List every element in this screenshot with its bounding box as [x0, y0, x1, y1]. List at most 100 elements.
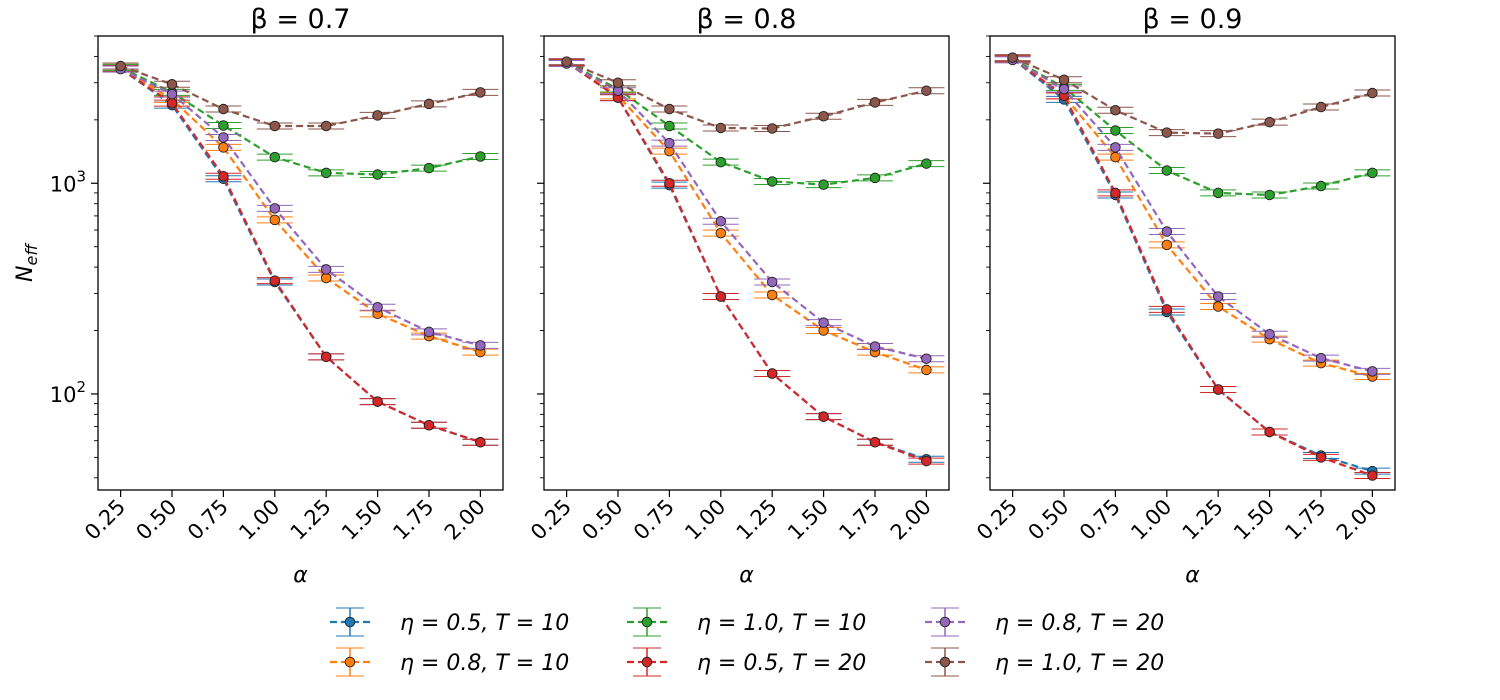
series-3 — [548, 57, 945, 190]
data-point — [664, 137, 675, 149]
data-point — [320, 120, 332, 132]
panel-title: β = 0.8 — [697, 4, 797, 35]
series-line — [119, 67, 481, 444]
data-point — [475, 87, 486, 98]
x-tick-label: 1.75 — [834, 495, 884, 545]
data-point — [715, 227, 727, 239]
x-tick-label: 0.75 — [629, 495, 679, 545]
data-point — [612, 77, 624, 88]
x-tick-label: 2.00 — [440, 495, 490, 545]
data-point — [818, 411, 829, 422]
legend-marker — [939, 616, 951, 628]
data-point — [166, 79, 178, 90]
data-point — [664, 103, 675, 115]
data-point — [1367, 87, 1378, 99]
series-line — [1011, 57, 1373, 378]
data-point — [320, 264, 332, 275]
data-point — [921, 158, 932, 169]
data-point — [320, 167, 332, 179]
series-line — [1012, 58, 1373, 373]
x-tick-label: 2.00 — [1332, 495, 1382, 545]
legend-marker — [641, 616, 653, 628]
data-point — [818, 179, 829, 190]
panel-title: β = 0.7 — [251, 4, 351, 35]
x-tick-label: 0.25 — [80, 495, 130, 545]
data-point — [766, 368, 778, 379]
data-point — [269, 120, 281, 132]
y-tick-label: 103 — [50, 167, 86, 196]
series-line — [1012, 57, 1373, 197]
x-tick-label: 2.00 — [886, 495, 936, 545]
x-axis-label: α — [293, 563, 308, 588]
x-tick-label: 0.50 — [578, 495, 628, 545]
legend-label: η = 0.5, T = 20 — [697, 651, 866, 676]
x-tick-label: 0.75 — [1075, 495, 1125, 545]
data-point — [1212, 187, 1224, 199]
series-line — [120, 66, 481, 176]
x-axis-label: α — [1185, 563, 1200, 588]
data-point — [423, 98, 435, 110]
data-point — [1367, 167, 1378, 179]
series-line — [120, 65, 481, 128]
data-point — [715, 216, 727, 227]
plot-frame — [543, 35, 950, 491]
data-point — [372, 396, 383, 407]
legend-item: η = 0.8, T = 10 — [330, 647, 569, 677]
x-tick-label: 1.00 — [680, 495, 730, 545]
data-point — [475, 436, 486, 448]
x-tick-label: 1.00 — [1126, 495, 1176, 545]
data-point — [664, 120, 675, 132]
data-point — [372, 169, 383, 180]
data-point — [1161, 239, 1173, 251]
legend-label: η = 1.0, T = 10 — [697, 611, 866, 636]
legend-label: η = 0.8, T = 10 — [400, 651, 569, 676]
data-point — [1264, 189, 1275, 201]
data-point — [818, 317, 829, 328]
legend-marker — [344, 656, 356, 668]
data-point — [1315, 452, 1327, 463]
series-3 — [102, 62, 499, 180]
series-line — [566, 61, 927, 186]
data-point — [1264, 329, 1275, 340]
data-point — [1161, 226, 1173, 237]
series-3 — [994, 53, 1391, 201]
series-6 — [102, 60, 499, 132]
x-tick-label: 1.25 — [732, 495, 782, 545]
data-point — [1264, 426, 1275, 438]
data-point — [921, 353, 932, 364]
legend-item: η = 1.0, T = 20 — [925, 647, 1164, 677]
data-point — [1212, 301, 1224, 312]
data-point — [269, 203, 281, 214]
data-point — [218, 142, 229, 153]
x-tick-label: 0.50 — [132, 495, 182, 545]
data-point — [372, 110, 383, 121]
data-point — [1367, 470, 1378, 481]
data-point — [218, 170, 229, 182]
data-point — [423, 420, 435, 431]
panel-1: β = 0.7 102 103 0.25 0.50 0.75 1.00 1.25 1.50 1.7… — [50, 4, 504, 588]
legend-item: η = 0.5, T = 20 — [627, 647, 866, 677]
series-line — [565, 61, 927, 461]
panel-title: β = 0.9 — [1143, 4, 1243, 35]
x-tick-label: 1.00 — [234, 495, 284, 545]
data-point — [269, 275, 281, 286]
legend-item: η = 0.8, T = 20 — [925, 607, 1164, 637]
data-point — [715, 291, 727, 302]
data-point — [218, 132, 229, 143]
data-point — [869, 97, 881, 108]
data-point — [715, 122, 727, 134]
data-point — [869, 341, 881, 352]
data-point — [372, 301, 383, 313]
data-point — [561, 56, 572, 67]
series-line — [120, 68, 481, 347]
data-point — [1367, 366, 1378, 377]
data-point — [921, 364, 932, 376]
series-line — [565, 61, 927, 371]
data-point — [1315, 180, 1327, 192]
series-1 — [102, 63, 499, 448]
x-tick-label: 1.75 — [1280, 495, 1330, 545]
data-point — [1110, 125, 1121, 136]
series-6 — [994, 52, 1391, 139]
legend-item: η = 1.0, T = 10 — [627, 607, 866, 637]
